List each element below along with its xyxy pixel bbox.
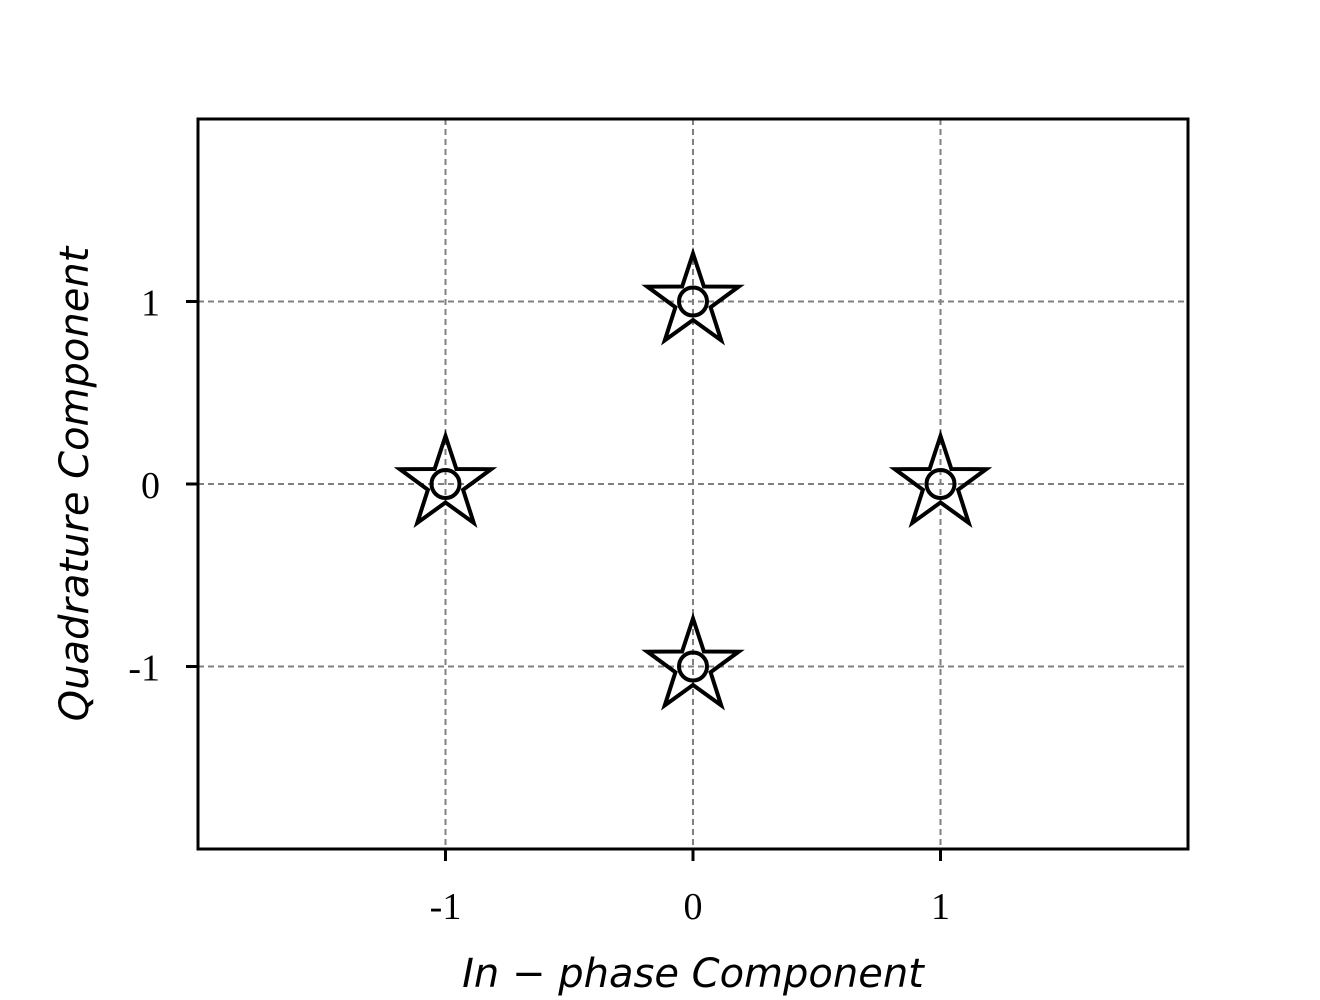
x-tick-label: 0: [684, 886, 703, 928]
data-point: [888, 429, 993, 529]
data-point: [641, 247, 745, 346]
star-marker: [393, 429, 498, 529]
marker-layer: [393, 247, 993, 711]
circle-marker: [677, 285, 709, 318]
data-point: [393, 429, 498, 529]
y-tick-label: -1: [128, 648, 160, 690]
star-marker: [641, 612, 745, 711]
circle-marker: [924, 468, 957, 500]
x-tick-label: 1: [931, 886, 950, 928]
star-marker: [641, 247, 745, 346]
plot-frame: [196, 117, 1190, 851]
star-marker: [888, 429, 993, 529]
y-axis-title: Quadrature Component: [52, 245, 98, 721]
y-tick-label: 1: [141, 283, 160, 325]
circle-marker: [677, 650, 709, 683]
data-point: [641, 612, 745, 711]
grid-layer: [198, 119, 1188, 849]
tick-layer: -1 0 1 -1 0 1: [128, 283, 950, 929]
x-axis-title: In − phase Component: [462, 951, 925, 997]
x-tick-label: -1: [430, 886, 462, 928]
circle-marker: [429, 468, 462, 500]
y-tick-label: 0: [141, 465, 160, 507]
